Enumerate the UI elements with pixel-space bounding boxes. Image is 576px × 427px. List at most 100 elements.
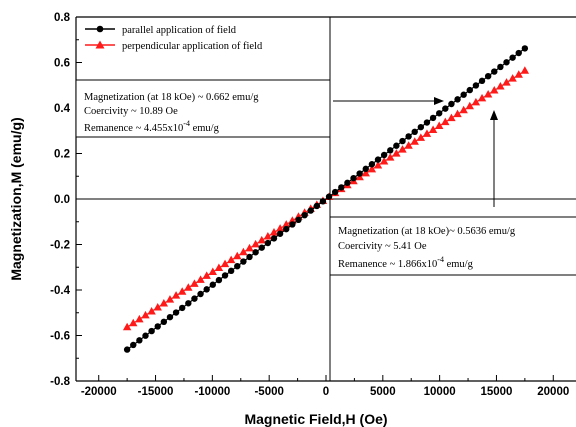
x-tick-labels: -20000 -15000 -10000 -5000 0 5000 10000 15000 20… <box>81 386 569 398</box>
data-point <box>172 309 180 316</box>
data-point <box>178 287 187 295</box>
data-point <box>282 220 291 228</box>
data-point <box>422 129 432 137</box>
data-point <box>276 230 284 237</box>
data-point <box>465 101 474 110</box>
data-point <box>404 141 413 149</box>
data-point <box>209 281 217 288</box>
data-point <box>453 109 462 118</box>
data-point <box>239 247 248 256</box>
x-tick-label: 0 <box>323 386 329 398</box>
y-tick-label: 0.6 <box>54 58 70 70</box>
annotation-line: Coercivity ~ 5.41 Oe <box>338 241 427 252</box>
data-point <box>416 133 426 141</box>
data-point <box>159 299 169 307</box>
x-tick-label: 20000 <box>537 386 569 398</box>
data-point <box>258 244 265 251</box>
data-point <box>338 184 345 191</box>
x-tick-label: 10000 <box>424 386 456 398</box>
data-point <box>136 337 143 344</box>
data-point <box>447 113 456 122</box>
y-tick-label: -0.8 <box>50 376 70 388</box>
data-point <box>301 212 308 219</box>
data-point <box>325 193 333 200</box>
annotation-line: Magnetization (at 18 kOe)~ 0.5636 emu/g <box>338 226 516 237</box>
annotation-parallel: Magnetization (at 18 kOe) ~ 0.662 emu/g … <box>75 79 331 138</box>
data-point <box>295 216 302 224</box>
data-point <box>135 314 144 323</box>
data-point <box>509 54 516 61</box>
data-point <box>386 153 395 161</box>
y-axis-title: Magnetization,M (emu/g) <box>8 117 24 280</box>
y-tick-label: -0.2 <box>50 240 70 252</box>
data-point <box>398 145 407 153</box>
data-point <box>202 271 211 279</box>
data-point <box>233 251 242 260</box>
data-point <box>368 161 376 168</box>
data-point <box>307 207 314 214</box>
data-point <box>380 151 388 159</box>
data-point <box>141 310 150 319</box>
data-point <box>215 276 223 284</box>
data-point <box>227 267 235 275</box>
data-point <box>190 279 199 287</box>
data-point <box>123 346 131 353</box>
data-point <box>289 221 296 228</box>
annotation-unit: emu/g <box>444 259 474 270</box>
data-point <box>521 45 529 52</box>
data-point <box>148 327 155 335</box>
data-point <box>434 121 444 130</box>
data-point <box>270 235 278 242</box>
data-point <box>171 291 181 299</box>
data-point <box>122 322 132 331</box>
data-point <box>520 66 530 74</box>
data-point <box>399 137 406 145</box>
legend: parallel application of field perpendicu… <box>85 25 263 52</box>
data-point <box>240 258 247 265</box>
data-point <box>263 231 273 240</box>
data-point <box>196 275 205 283</box>
data-point <box>283 225 290 233</box>
y-tick-label: 0.2 <box>54 149 70 161</box>
y-tick-label: -0.4 <box>50 285 70 297</box>
x-tick-label: -15000 <box>138 386 174 398</box>
data-point <box>502 78 511 86</box>
data-point <box>221 272 229 279</box>
annotation-perpendicular: Magnetization (at 18 kOe)~ 0.5636 emu/g … <box>329 216 576 276</box>
annotation-line: Remanence ~ 4.455x10-4 emu/g <box>84 119 220 134</box>
data-point <box>191 295 198 302</box>
data-point <box>466 86 473 94</box>
data-point <box>160 318 168 326</box>
data-point <box>313 202 321 210</box>
data-point <box>350 174 357 182</box>
data-point <box>515 49 522 57</box>
x-tick-label: 15000 <box>480 386 512 398</box>
data-point <box>435 110 443 117</box>
x-tick-label: -5000 <box>254 386 283 398</box>
data-point <box>477 93 487 102</box>
data-point <box>460 91 467 98</box>
data-point <box>362 165 369 173</box>
annotation-line: Coercivity ~ 10.89 Oe <box>84 106 178 117</box>
data-point <box>423 119 431 126</box>
data-point <box>484 72 492 80</box>
data-point <box>257 235 266 244</box>
data-point <box>497 63 504 71</box>
data-point <box>208 267 218 275</box>
data-point <box>373 160 383 169</box>
legend-label-perpendicular: perpendicular application of field <box>122 41 263 52</box>
data-point <box>185 300 192 307</box>
data-point <box>411 128 418 136</box>
x-tick-label: -10000 <box>194 386 230 398</box>
data-point <box>508 74 517 82</box>
data-point <box>331 188 339 196</box>
data-point <box>184 283 193 291</box>
data-point <box>165 295 175 303</box>
data-point <box>264 239 272 247</box>
data-point <box>147 306 156 315</box>
annotation-unit: emu/g <box>190 123 220 134</box>
data-point <box>356 170 363 177</box>
data-point <box>319 198 327 205</box>
data-point <box>226 255 236 264</box>
data-point <box>491 68 498 75</box>
